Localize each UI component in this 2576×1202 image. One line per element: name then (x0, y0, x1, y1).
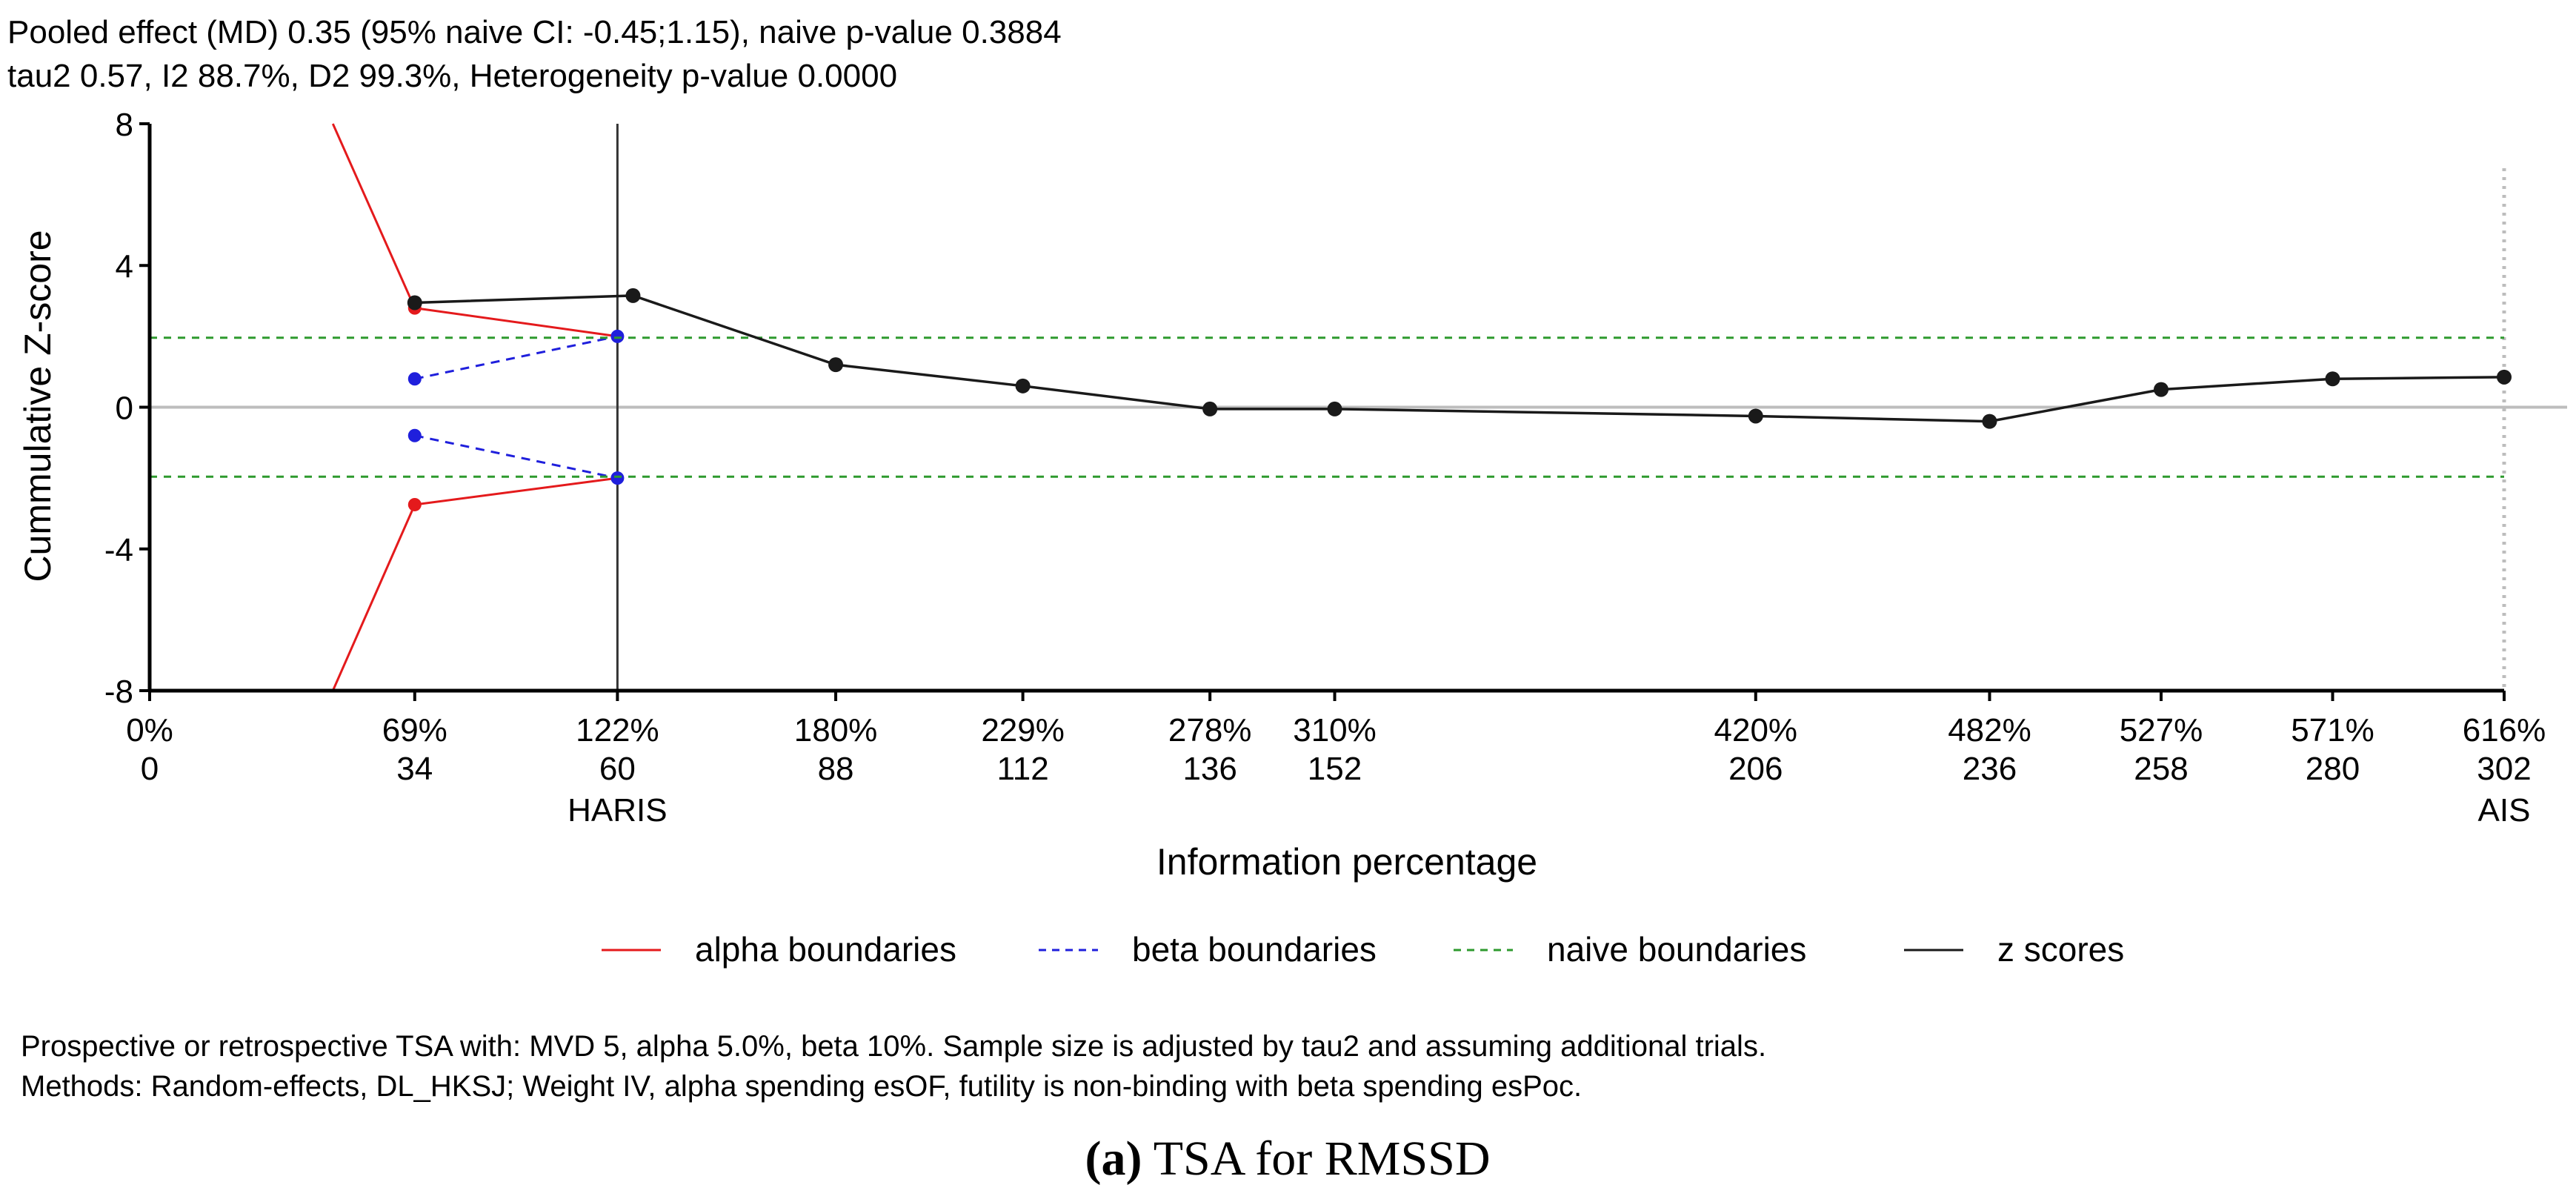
x-tick-pct-label: 616% (2463, 712, 2546, 748)
x-tick-note-label: AIS (2478, 792, 2531, 829)
x-tick-n-label: 34 (396, 751, 433, 787)
header-line-1: Pooled effect (MD) 0.35 (95% naive CI: -… (7, 14, 1062, 50)
x-tick-pct-label: 69% (382, 712, 447, 748)
x-tick-n-label: 302 (2477, 751, 2531, 787)
x-tick-pct-label: 420% (1714, 712, 1798, 748)
data-point-z-6-1 (625, 288, 641, 303)
x-tick-n-label: 136 (1182, 751, 1237, 787)
x-tick-n-label: 60 (599, 751, 636, 787)
series-line-beta-2 (414, 335, 618, 380)
data-point-z-6-0 (407, 295, 422, 311)
legend-label-beta: beta boundaries (1132, 930, 1377, 969)
data-point-beta-3-1 (610, 471, 625, 485)
data-point-z-6-7 (1982, 414, 1997, 429)
x-tick-pct-label: 278% (1168, 712, 1252, 748)
y-tick-label: 4 (116, 248, 133, 285)
x-tick-note-label: HARIS (568, 792, 667, 829)
data-point-z-6-9 (2325, 371, 2340, 387)
y-axis-title: Cummulative Z-score (17, 230, 59, 582)
series-layer (150, 123, 2512, 691)
data-point-z-6-5 (1327, 401, 1342, 416)
data-point-alpha-1-0 (407, 497, 422, 511)
data-point-z-6-8 (2153, 382, 2169, 397)
x-tick-pct-label: 527% (2120, 712, 2203, 748)
x-tick-n-label: 280 (2306, 751, 2360, 787)
y-tick-label: 0 (116, 391, 133, 427)
caption-label: (a) (1085, 1132, 1142, 1186)
reference-lines (150, 124, 2567, 691)
data-point-beta-2-1 (610, 329, 625, 343)
x-tick-pct-label: 229% (981, 712, 1065, 748)
x-tick-pct-label: 482% (1948, 712, 2031, 748)
y-tick-label: -8 (104, 674, 133, 710)
x-tick-n-label: 206 (1728, 751, 1783, 787)
x-tick-n-label: 236 (1963, 751, 2017, 787)
legend: alpha boundaries beta boundaries naive bou… (602, 930, 2124, 969)
data-point-z-6-2 (828, 357, 844, 373)
series-line-z-6 (414, 294, 2505, 423)
legend-label-z: z scores (1997, 930, 2124, 969)
series-line-alpha-1 (331, 477, 618, 691)
x-tick-pct-label: 0% (126, 712, 173, 748)
x-tick-pct-label: 180% (794, 712, 878, 748)
header-line-2: tau2 0.57, I2 88.7%, D2 99.3%, Heterogen… (7, 58, 897, 94)
figure-caption: (a) TSA for RMSSD (1085, 1132, 1490, 1186)
legend-label-alpha: alpha boundaries (695, 930, 956, 969)
x-axis-title: Information percentage (1156, 841, 1537, 883)
x-tick-n-label: 152 (1308, 751, 1362, 787)
data-point-z-6-10 (2497, 369, 2512, 385)
legend-label-naive: naive boundaries (1547, 930, 1806, 969)
footer-line-1: Prospective or retrospective TSA with: M… (21, 1030, 1766, 1063)
y-tick-label: -4 (104, 532, 133, 568)
x-tick-n-label: 0 (141, 751, 159, 787)
data-point-z-6-4 (1202, 401, 1218, 416)
caption-text: TSA for RMSSD (1142, 1132, 1490, 1186)
x-tick-pct-label: 310% (1293, 712, 1377, 748)
x-tick-n-label: 258 (2134, 751, 2188, 787)
data-point-beta-2-0 (407, 372, 422, 386)
x-tick-n-label: 88 (818, 751, 854, 787)
data-point-beta-3-0 (407, 428, 422, 442)
footer-line-2: Methods: Random-effects, DL_HKSJ; Weight… (21, 1070, 1582, 1103)
x-tick-pct-label: 122% (576, 712, 659, 748)
axes: 840-4-80%069%34122%60HARIS180%88229%1122… (104, 107, 2546, 829)
x-tick-n-label: 112 (997, 751, 1049, 787)
series-line-alpha-0 (331, 123, 618, 338)
data-point-z-6-6 (1748, 408, 1763, 424)
y-tick-label: 8 (116, 107, 133, 143)
series-line-beta-3 (414, 434, 618, 479)
x-tick-pct-label: 571% (2291, 712, 2374, 748)
data-point-z-6-3 (1015, 378, 1031, 394)
